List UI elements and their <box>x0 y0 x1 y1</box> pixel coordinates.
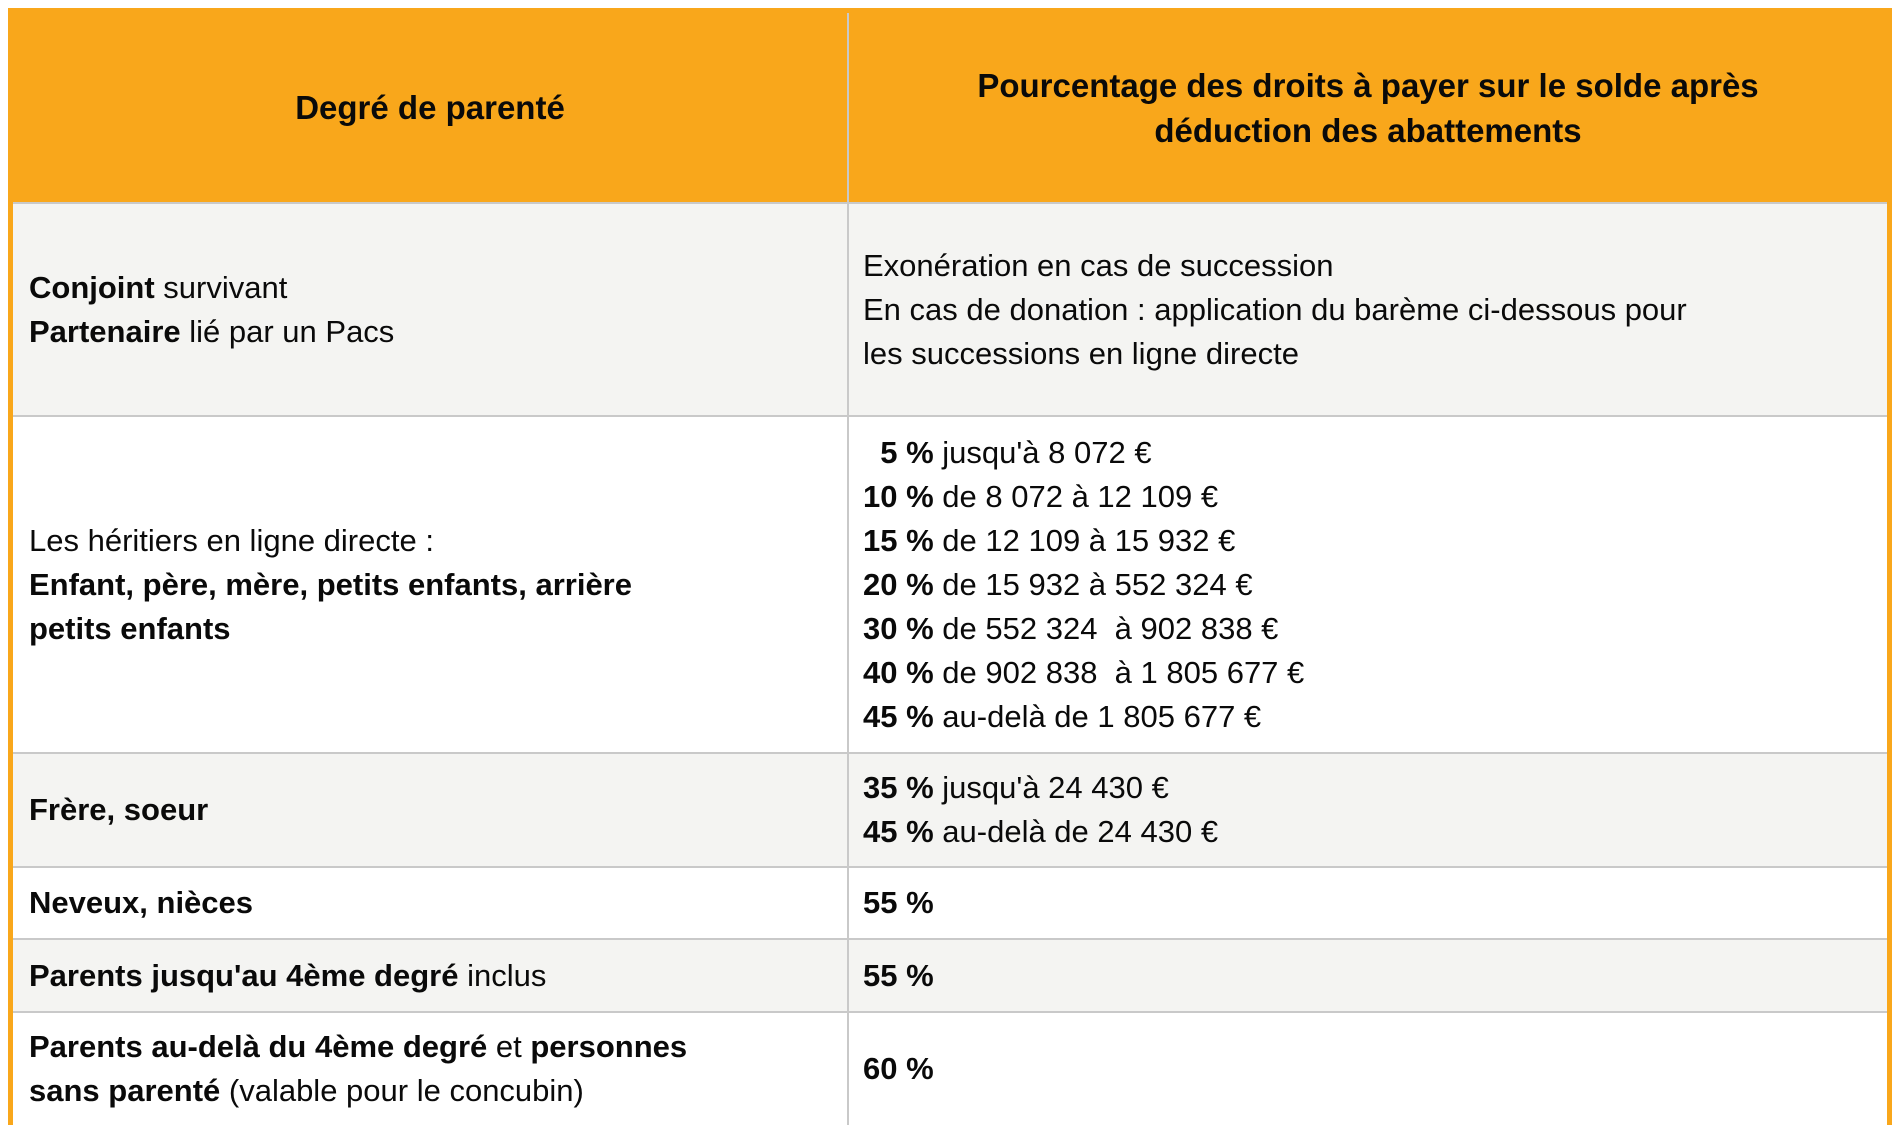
degree-cell: Parents au-delà du 4ème degré et personn… <box>13 1011 848 1125</box>
text-line: 35 % jusqu'à 24 430 € <box>863 766 1867 810</box>
text-segment: les successions en ligne directe <box>863 335 1299 371</box>
table-row: Frère, soeur 35 % jusqu'à 24 430 €45 % au… <box>13 752 1887 867</box>
text-segment: lié par un Pacs <box>180 313 395 349</box>
text-line: 40 % de 902 838 à 1 805 677 € <box>863 651 1867 695</box>
text-segment: de 902 838 à 1 805 677 € <box>933 654 1305 690</box>
text-segment: En cas de donation : application du barè… <box>863 291 1687 327</box>
text-line: Exonération en cas de succession <box>863 244 1867 288</box>
rate-cell: 60 % <box>847 1011 1887 1125</box>
table-row: Neveux, nièces 55 % <box>13 866 1887 939</box>
text-line: 45 % au-delà de 1 805 677 € <box>863 695 1867 739</box>
text-segment: inclus <box>458 957 547 993</box>
text-line: 15 % de 12 109 à 15 932 € <box>863 519 1867 563</box>
bold-text-segment: Frère, soeur <box>29 792 209 827</box>
bold-text-segment: 15 % <box>863 522 934 558</box>
text-line: 55 % <box>863 954 1867 998</box>
bold-text-segment: 55 % <box>863 957 934 993</box>
text-segment: jusqu'à 24 430 € <box>933 770 1169 805</box>
bold-text-segment: 30 % <box>863 610 934 646</box>
bold-text-segment: Neveux, nièces <box>29 885 254 920</box>
text-segment: Exonération en cas de succession <box>863 247 1334 283</box>
rate-cell: Exonération en cas de succession En cas d… <box>847 202 1887 416</box>
bold-text-segment: Parents au-delà du 4ème degré <box>29 1029 488 1064</box>
bold-text-segment: 10 % <box>863 478 934 514</box>
bold-text-segment: personnes <box>530 1029 688 1064</box>
bold-text-segment: sans parenté <box>29 1073 221 1108</box>
text-segment: de 8 072 à 12 109 € <box>933 478 1219 514</box>
text-line: 5 % jusqu'à 8 072 € <box>863 431 1867 475</box>
table-body: Conjoint survivant Partenaire lié par un … <box>13 202 1887 1125</box>
text-segment: survivant <box>154 269 288 305</box>
column-header-degre-de-parente: Degré de parenté <box>13 13 848 203</box>
text-segment: de 12 109 à 15 932 € <box>933 522 1236 558</box>
text-line: 20 % de 15 932 à 552 324 € <box>863 563 1867 607</box>
text-line: petits enfants <box>29 607 827 651</box>
bold-text-segment: 20 % <box>863 566 934 602</box>
text-line: Parents jusqu'au 4ème degré inclus <box>29 954 827 998</box>
text-line: Conjoint survivant <box>29 266 827 310</box>
bold-text-segment: 5 % <box>863 434 934 470</box>
rate-cell: 55 % <box>847 938 1887 1012</box>
text-line: sans parenté (valable pour le concubin) <box>29 1069 827 1113</box>
bold-text-segment: 55 % <box>863 885 934 920</box>
text-segment: Les héritiers en ligne directe : <box>29 522 434 558</box>
text-line: les successions en ligne directe <box>863 332 1867 376</box>
rate-cell: 5 % jusqu'à 8 072 €10 % de 8 072 à 12 10… <box>847 415 1887 753</box>
text-line: En cas de donation : application du barè… <box>863 288 1867 332</box>
bold-text-segment: 60 % <box>863 1051 934 1086</box>
bold-text-segment: 45 % <box>863 814 934 849</box>
text-segment: au-delà de 1 805 677 € <box>933 698 1262 734</box>
degree-cell: Frère, soeur <box>13 752 848 867</box>
text-line: Frère, soeur <box>29 788 827 832</box>
bold-text-segment: 45 % <box>863 698 934 734</box>
bold-text-segment: petits enfants <box>29 610 231 646</box>
text-line: 45 % au-delà de 24 430 € <box>863 810 1867 854</box>
succession-tax-table: Degré de parenté Pourcentage des droits … <box>13 13 1887 1125</box>
text-line: 30 % de 552 324 à 902 838 € <box>863 607 1867 651</box>
bold-text-segment: Enfant, père, mère, petits enfants, arri… <box>29 566 632 602</box>
text-line: 60 % <box>863 1047 1867 1091</box>
degree-cell: Parents jusqu'au 4ème degré inclus <box>13 938 848 1012</box>
text-line: 10 % de 8 072 à 12 109 € <box>863 475 1867 519</box>
text-segment: de 15 932 à 552 324 € <box>933 566 1253 602</box>
table-frame: Degré de parenté Pourcentage des droits … <box>8 8 1892 1125</box>
table-row: Parents au-delà du 4ème degré et personn… <box>13 1011 1887 1125</box>
table-header-row: Degré de parenté Pourcentage des droits … <box>13 13 1887 203</box>
text-line: Parents au-delà du 4ème degré et personn… <box>29 1025 827 1069</box>
text-line: 55 % <box>863 881 1867 925</box>
bold-text-segment: 35 % <box>863 770 934 805</box>
text-line: Neveux, nièces <box>29 881 827 925</box>
text-line: Partenaire lié par un Pacs <box>29 310 827 354</box>
column-header-pourcentage-droits: Pourcentage des droits à payer sur le so… <box>847 13 1887 203</box>
rate-cell: 35 % jusqu'à 24 430 €45 % au-delà de 24 … <box>847 752 1887 867</box>
degree-cell: Les héritiers en ligne directe : Enfant, … <box>13 415 848 753</box>
rate-cell: 55 % <box>847 866 1887 939</box>
text-segment: au-delà de 24 430 € <box>933 814 1219 849</box>
text-segment: de 552 324 à 902 838 € <box>933 610 1279 646</box>
text-segment: et <box>487 1029 531 1064</box>
text-segment: (valable pour le concubin) <box>220 1073 584 1108</box>
bold-text-segment: Conjoint <box>29 269 155 305</box>
bold-text-segment: 40 % <box>863 654 934 690</box>
table-row: Les héritiers en ligne directe : Enfant, … <box>13 415 1887 753</box>
bold-text-segment: Parents jusqu'au 4ème degré <box>29 957 459 993</box>
degree-cell: Conjoint survivant Partenaire lié par un … <box>13 202 848 416</box>
text-line: Les héritiers en ligne directe : <box>29 519 827 563</box>
table-row: Parents jusqu'au 4ème degré inclus 55 % <box>13 938 1887 1012</box>
table-row: Conjoint survivant Partenaire lié par un … <box>13 202 1887 416</box>
degree-cell: Neveux, nièces <box>13 866 848 939</box>
text-line: Enfant, père, mère, petits enfants, arri… <box>29 563 827 607</box>
text-segment: jusqu'à 8 072 € <box>933 434 1152 470</box>
bold-text-segment: Partenaire <box>29 313 181 349</box>
